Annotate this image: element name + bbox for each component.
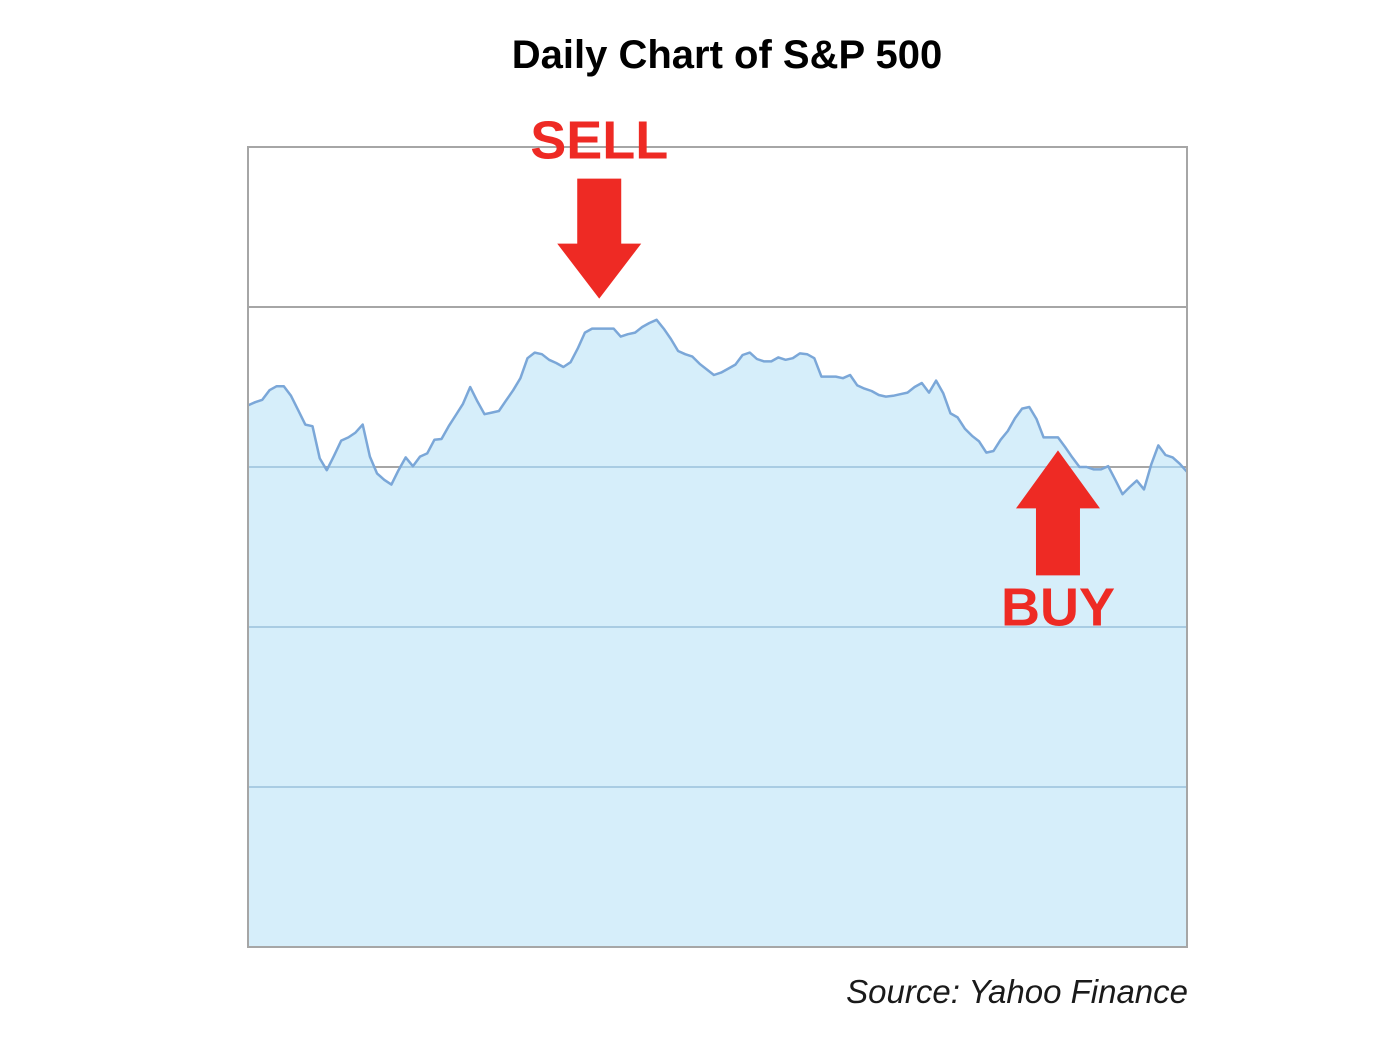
sell-label: SELL [530, 111, 668, 171]
series-line [247, 318, 1188, 496]
plot-frame [247, 146, 1188, 948]
series-line-group [247, 318, 1188, 496]
buy-arrow [1015, 450, 1100, 576]
buy-label: BUY [1001, 577, 1115, 637]
plot-border [247, 146, 1188, 948]
annotations: SELL BUY [530, 111, 1115, 638]
sell-arrow [557, 178, 642, 299]
area-fill-shape [248, 319, 1187, 947]
chart-title: Daily Chart of S&P 500 [512, 33, 943, 77]
gridlines [248, 306, 1187, 788]
source-note: Source: Yahoo Finance [846, 973, 1188, 1010]
area-fill [248, 319, 1187, 947]
